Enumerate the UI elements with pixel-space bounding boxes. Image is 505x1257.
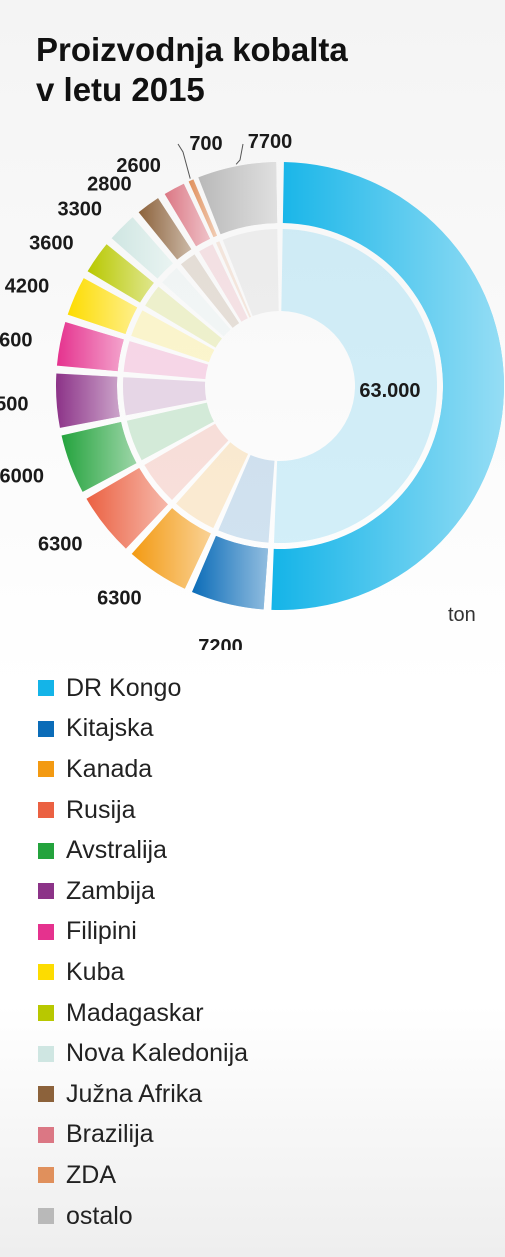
inner-slice-juzna-afrika	[180, 254, 240, 328]
legend-item-kuba: Kuba	[38, 952, 248, 993]
legend-item-dr-kongo: DR Kongo	[38, 668, 248, 709]
legend-label: Madagaskar	[66, 998, 204, 1027]
legend-item-zambija: Zambija	[38, 871, 248, 912]
legend-label: Kanada	[66, 754, 153, 783]
slice-sheen-kuba	[67, 278, 138, 335]
value-label-madagaskar: 3600	[29, 232, 74, 254]
legend-label: Kitajska	[66, 714, 154, 743]
value-label-kuba: 4200	[5, 276, 50, 298]
value-labels: 63.000 7200 6300 6300 6000 5500 4600 4200 3600 33…	[0, 131, 421, 650]
legend-swatch	[38, 680, 54, 697]
inner-slice-avstralija	[126, 402, 214, 461]
legend-item-rusija: Rusija	[38, 790, 248, 831]
inner-slice-zambija	[122, 377, 207, 416]
slice-sheen-kitajska	[191, 535, 269, 610]
slice-sheen-zda	[188, 179, 217, 238]
value-label-juzna-afrika: 2800	[87, 173, 132, 195]
value-label-avstralija: 6000	[0, 465, 44, 487]
value-label-rusija: 6300	[38, 533, 83, 555]
outer-ring	[56, 162, 504, 610]
legend-swatch	[38, 1005, 54, 1022]
legend: DR Kongo Kitajska Kanada Rusija Avstralija Za…	[38, 668, 248, 1236]
legend-item-zda: ZDA	[38, 1155, 248, 1196]
legend-label: ZDA	[66, 1160, 116, 1189]
legend-item-filipini: Filipini	[38, 912, 248, 953]
legend-swatch	[38, 964, 54, 981]
legend-label: Brazilija	[66, 1120, 154, 1149]
legend-swatch	[38, 1208, 54, 1225]
leader-line-zda	[177, 143, 191, 179]
legend-item-nova-kaledonija: Nova Kaledonija	[38, 1033, 248, 1074]
unit-label: ton	[448, 604, 476, 626]
legend-swatch	[38, 1045, 54, 1062]
slice-sheen-nova-kaledonija	[111, 217, 173, 279]
leader-line-ostalo	[235, 143, 244, 165]
value-label-zda: 700	[189, 133, 222, 155]
legend-label: Južna Afrika	[66, 1079, 203, 1108]
inner-slice-kanada	[176, 442, 249, 529]
value-label-kitajska: 7200	[198, 636, 243, 650]
inner-slice-brazilija	[199, 244, 248, 322]
inner-slice-nova-kaledonija	[162, 267, 231, 337]
title-line-1: Proizvodnja kobalta	[36, 31, 348, 68]
slice-sheen-dr-kongo	[271, 162, 504, 610]
slice-sheen-brazilija	[164, 183, 211, 247]
slice-sheen-madagaskar	[87, 244, 154, 303]
legend-label: Avstralija	[66, 836, 167, 865]
legend-swatch	[38, 720, 54, 737]
inner-slice-zda	[215, 241, 252, 318]
inner-slice-madagaskar	[145, 286, 222, 348]
value-label-filipini: 4600	[0, 329, 33, 351]
legend-label: Filipini	[66, 917, 137, 946]
legend-swatch	[38, 1126, 54, 1143]
slice-sheen-ostalo	[198, 162, 278, 235]
legend-swatch	[38, 1086, 54, 1103]
slice-sheen-rusija	[86, 468, 168, 549]
value-label-ostalo: 7700	[248, 131, 293, 153]
legend-swatch	[38, 1167, 54, 1184]
inner-slice-filipini	[123, 341, 209, 380]
legend-item-kitajska: Kitajska	[38, 709, 248, 750]
title-line-2: v letu 2015	[36, 71, 205, 108]
legend-swatch	[38, 883, 54, 900]
slice-sheen-kanada	[131, 508, 211, 589]
legend-label: Rusija	[66, 795, 136, 824]
legend-label: ostalo	[66, 1201, 133, 1230]
inner-slice-kitajska	[218, 454, 275, 543]
legend-label: Zambija	[66, 876, 155, 905]
legend-swatch	[38, 761, 54, 778]
value-label-zambija: 5500	[0, 394, 29, 416]
legend-label: DR Kongo	[66, 673, 182, 702]
chart-title: Proizvodnja kobalta v letu 2015	[36, 30, 348, 110]
slice-sheen-zambija	[56, 373, 120, 428]
inner-ring	[122, 229, 437, 543]
slice-sheen-filipini	[56, 322, 124, 372]
legend-item-ostalo: ostalo	[38, 1196, 248, 1237]
legend-label: Nova Kaledonija	[66, 1039, 249, 1068]
value-label-dr-kongo: 63.000	[359, 380, 420, 402]
value-label-brazilija: 2600	[116, 155, 161, 177]
inner-slice-rusija	[144, 423, 229, 500]
legend-label: Kuba	[66, 957, 125, 986]
value-label-nova-kaledonija: 3300	[58, 199, 103, 221]
value-label-kanada: 6300	[97, 588, 142, 610]
inner-slice-ostalo	[222, 229, 279, 317]
legend-item-juzna-afrika: Južna Afrika	[38, 1074, 248, 1115]
legend-item-madagaskar: Madagaskar	[38, 993, 248, 1034]
legend-item-avstralija: Avstralija	[38, 830, 248, 871]
legend-swatch	[38, 842, 54, 859]
inner-slice-kuba	[131, 310, 215, 363]
legend-swatch	[38, 923, 54, 940]
slice-sheen-avstralija	[61, 422, 137, 492]
legend-item-brazilija: Brazilija	[38, 1115, 248, 1156]
donut-chart: 63.000 7200 6300 6300 6000 5500 4600 4200 3600 33…	[0, 131, 504, 650]
legend-item-kanada: Kanada	[38, 749, 248, 790]
leader-lines	[177, 143, 244, 179]
slice-sheen-juzna-afrika	[138, 198, 192, 260]
legend-swatch	[38, 802, 54, 819]
inner-slice-dr-kongo	[273, 229, 437, 543]
